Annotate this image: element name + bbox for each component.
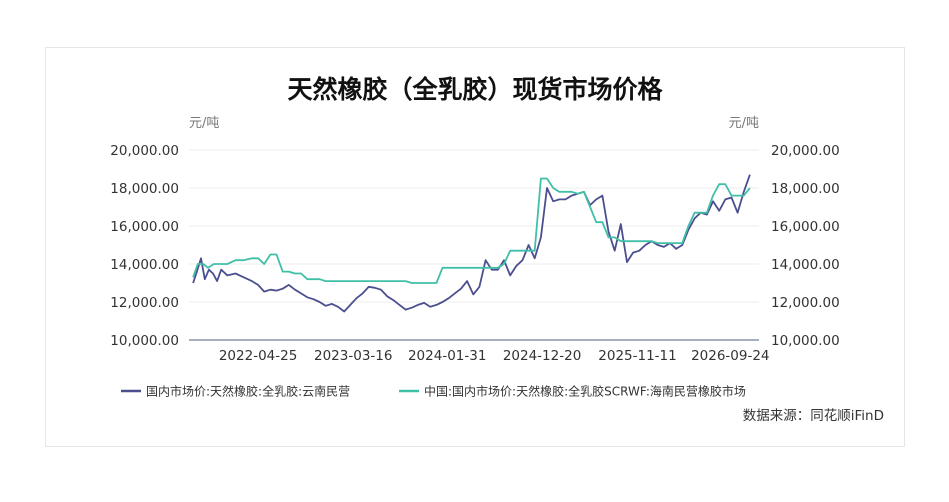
- y-tick-label-right: 12,000.00: [771, 295, 840, 311]
- legend-label: 中国:国内市场价:天然橡胶:全乳胶SCRWF:海南民营橡胶市场: [424, 384, 746, 399]
- y-tick-label-right: 18,000.00: [771, 181, 840, 197]
- x-tick-label: 2022-04-25: [219, 348, 297, 364]
- y-tick-label-right: 20,000.00: [771, 143, 840, 159]
- y-tick-label-left: 10,000.00: [110, 333, 179, 349]
- legend-label: 国内市场价:天然橡胶:全乳胶:云南民营: [146, 384, 350, 399]
- y-unit-right: 元/吨: [729, 116, 759, 131]
- chart-svg: 天然橡胶（全乳胶）现货市场价格 元/吨 元/吨 20,000.00 20,000.…: [110, 75, 884, 424]
- y-tick-label-right: 16,000.00: [771, 219, 840, 235]
- chart-title: 天然橡胶（全乳胶）现货市场价格: [287, 75, 663, 104]
- y-tick-label-left: 12,000.00: [110, 295, 179, 311]
- y-tick-label-right: 10,000.00: [771, 333, 840, 349]
- x-tick-label: 2023-03-16: [314, 348, 392, 364]
- chart-card: 天然橡胶（全乳胶）现货市场价格 元/吨 元/吨 20,000.00 20,000.…: [45, 47, 905, 447]
- x-tick-label: 2025-11-11: [598, 348, 676, 364]
- series-line-2: [192, 177, 751, 284]
- gridlines: [189, 149, 759, 303]
- y-tick-label-left: 18,000.00: [110, 181, 179, 197]
- y-tick-label-left: 14,000.00: [110, 257, 179, 273]
- source-note: 数据来源：同花顺iFinD: [743, 408, 884, 424]
- y-tick-label-left: 16,000.00: [110, 219, 179, 235]
- legend: 国内市场价:天然橡胶:全乳胶:云南民营 中国:国内市场价:天然橡胶:全乳胶SCRW…: [121, 384, 746, 399]
- y-tick-label-left: 20,000.00: [110, 143, 179, 159]
- x-tick-label: 2024-01-31: [408, 348, 486, 364]
- x-tick-label: 2024-12-20: [503, 348, 581, 364]
- y-tick-label-right: 14,000.00: [771, 257, 840, 273]
- axes: 20,000.00 20,000.00 18,000.00 18,000.00 16,0…: [110, 143, 839, 364]
- x-tick-label: 2026-09-24: [691, 348, 769, 364]
- series-lines: [192, 174, 751, 313]
- y-unit-left: 元/吨: [189, 116, 219, 131]
- series-line-1: [192, 174, 751, 313]
